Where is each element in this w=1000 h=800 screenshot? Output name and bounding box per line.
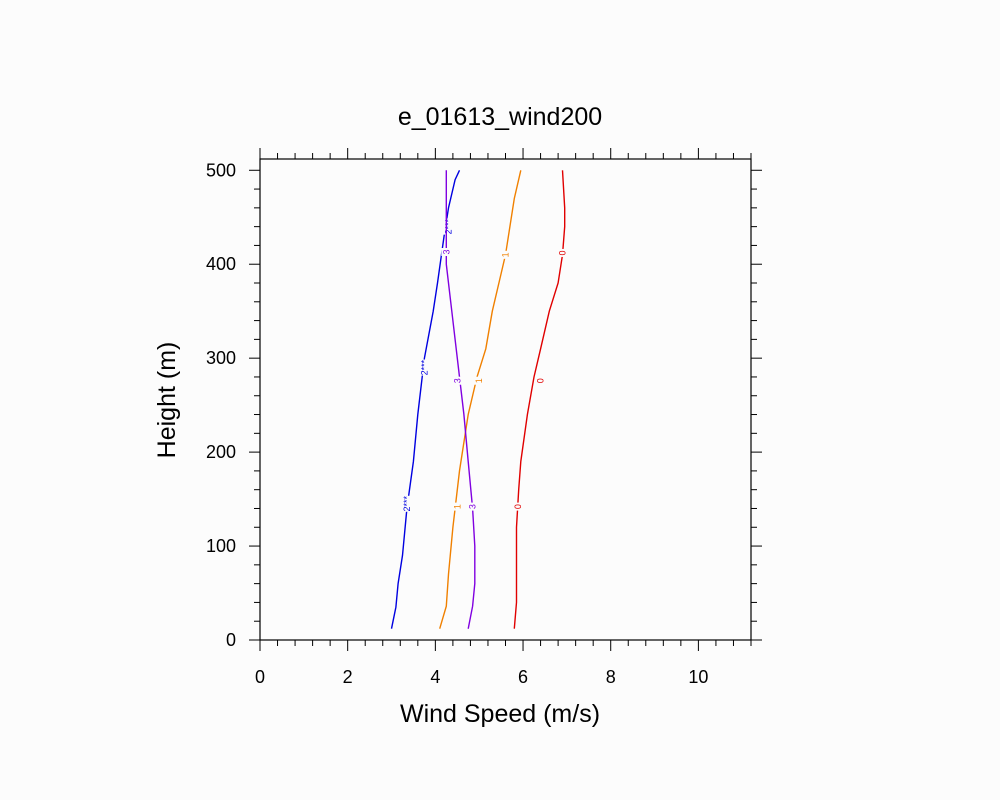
y-tick-label: 0 — [226, 630, 236, 650]
series-inline-label: 3 — [441, 249, 451, 254]
series-inline-label: 2*** — [419, 359, 429, 375]
series-line — [439, 170, 522, 629]
series-label-bg — [419, 359, 430, 376]
series-line — [390, 170, 461, 629]
chart-title: e_01613_wind200 — [398, 103, 602, 131]
y-tick-label: 500 — [206, 160, 236, 180]
series-inline-label: 3 — [468, 504, 478, 509]
x-tick-label: 2 — [343, 667, 353, 687]
series-inline-label: 0 — [536, 378, 546, 383]
y-axis-label: Height (m) — [153, 342, 181, 459]
x-tick-label: 0 — [255, 667, 265, 687]
series-label-bg — [443, 218, 454, 235]
series-inline-label: 0 — [557, 250, 567, 255]
series-0: 0 0 0 — [512, 170, 568, 629]
series-label-bg — [557, 248, 568, 257]
series-inline-label: 1 — [501, 252, 511, 257]
y-tick-label: 400 — [206, 254, 236, 274]
series-inline-label: 3 — [452, 378, 462, 383]
series-layer: 0 0 0 1 1 1 2*** 2*** 2*** 3 3 3 — [390, 170, 568, 629]
series-label-bg — [535, 376, 546, 385]
plot-frame — [259, 158, 752, 641]
x-tick-label: 10 — [688, 667, 708, 687]
series-inline-label: 1 — [452, 504, 462, 509]
series-line — [445, 170, 476, 629]
series-line — [513, 170, 566, 629]
x-tick-label: 4 — [430, 667, 440, 687]
series-inline-label: 2*** — [444, 218, 454, 234]
series-inline-label: 1 — [474, 378, 484, 383]
series-label-bg — [500, 250, 511, 259]
x-tick-label: 8 — [606, 667, 616, 687]
series-2: 2*** 2*** 2*** — [390, 170, 461, 629]
series-label-bg — [474, 376, 485, 385]
series-1: 1 1 1 — [439, 170, 522, 629]
y-tick-label: 200 — [206, 442, 236, 462]
series-label-bg — [452, 376, 463, 385]
y-tick-label: 100 — [206, 536, 236, 556]
x-tick-label: 6 — [518, 667, 528, 687]
series-label-bg — [452, 502, 463, 511]
series-inline-label: 0 — [513, 504, 523, 509]
series-inline-label: 2*** — [402, 496, 412, 512]
series-label-bg — [441, 248, 452, 257]
series-3: 3 3 3 — [441, 170, 478, 629]
series-label-bg — [401, 495, 412, 512]
series-label-bg — [512, 502, 523, 511]
x-axis-label: Wind Speed (m/s) — [400, 700, 600, 728]
series-label-bg — [467, 502, 478, 511]
y-tick-label: 300 — [206, 348, 236, 368]
